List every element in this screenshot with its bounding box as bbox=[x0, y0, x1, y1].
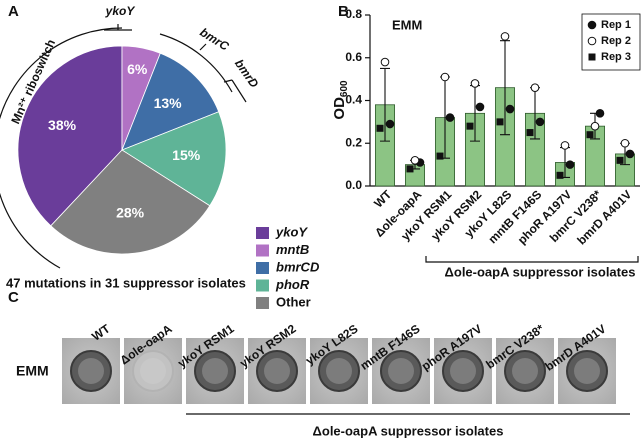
colony-center bbox=[264, 358, 290, 384]
annotation: ykoY bbox=[105, 4, 136, 18]
point bbox=[530, 83, 540, 92]
point bbox=[556, 171, 564, 179]
error-bar bbox=[380, 67, 390, 142]
point bbox=[470, 79, 480, 88]
bracket bbox=[425, 256, 639, 263]
y-axis-label-sub: 600 bbox=[339, 80, 350, 97]
pie-slice bbox=[121, 111, 227, 207]
annotation-arc bbox=[159, 33, 233, 93]
bracket-label: Δole-oapA suppressor isolates bbox=[445, 264, 636, 279]
row-label: EMM bbox=[16, 363, 49, 379]
point bbox=[535, 117, 545, 127]
colony-center bbox=[388, 358, 414, 384]
point bbox=[505, 104, 515, 114]
slice-label: 28% bbox=[116, 205, 145, 221]
legend-label: ykoY bbox=[275, 224, 308, 239]
point bbox=[625, 149, 635, 159]
colony-center bbox=[574, 358, 600, 384]
legend-swatch bbox=[256, 244, 269, 257]
legend-label: Other bbox=[276, 294, 311, 309]
y-tick-label: 0.2 bbox=[345, 135, 362, 149]
y-tick-label: 0.8 bbox=[345, 7, 362, 21]
point bbox=[616, 156, 624, 164]
legend-label: Rep 1 bbox=[601, 19, 631, 31]
point bbox=[586, 131, 594, 139]
point bbox=[445, 113, 455, 122]
colony-center bbox=[140, 358, 166, 384]
panel-label: B bbox=[338, 3, 349, 20]
y-axis-label: OD600 bbox=[331, 80, 350, 120]
legend-marker bbox=[588, 53, 596, 61]
panel-label: A bbox=[8, 3, 19, 20]
point bbox=[376, 124, 384, 132]
pie-slice bbox=[121, 52, 220, 151]
legend-label: bmrCD bbox=[276, 259, 320, 274]
legend-swatch bbox=[256, 227, 269, 239]
slice-label: 38% bbox=[48, 117, 77, 133]
legend-swatch bbox=[256, 262, 269, 274]
point bbox=[385, 119, 395, 129]
pie-slice bbox=[17, 45, 123, 227]
point bbox=[475, 102, 485, 112]
point bbox=[526, 129, 534, 137]
y-tick-label: 0.4 bbox=[345, 93, 362, 107]
point bbox=[436, 152, 444, 160]
x-tick-label: WT bbox=[371, 187, 395, 211]
bracket-label: Δole-oapA suppressor isolates bbox=[313, 423, 504, 438]
colony-center bbox=[450, 358, 476, 384]
legend-label: mntB bbox=[276, 242, 309, 257]
legend-label: phoR bbox=[275, 277, 310, 292]
legend-marker bbox=[587, 36, 597, 46]
point bbox=[590, 121, 600, 131]
panel-label: C bbox=[8, 289, 19, 306]
point bbox=[440, 72, 450, 82]
legend-swatch bbox=[256, 297, 269, 309]
annotation-tick bbox=[199, 43, 247, 103]
legend-swatch bbox=[256, 279, 269, 292]
legend-marker bbox=[587, 20, 597, 30]
legend-label: Rep 2 bbox=[601, 35, 631, 47]
point bbox=[500, 32, 510, 41]
legend-label: Rep 3 bbox=[601, 51, 631, 63]
annotation: bmrC bbox=[197, 25, 231, 54]
pie-slice bbox=[50, 149, 211, 255]
slice-label: 6% bbox=[127, 61, 148, 77]
point bbox=[380, 57, 390, 67]
annotation-arc bbox=[0, 27, 123, 269]
annotation-tick bbox=[104, 24, 132, 31]
y-tick-label: 0.0 bbox=[345, 178, 362, 192]
point bbox=[496, 118, 504, 126]
point bbox=[410, 156, 420, 165]
point bbox=[466, 122, 474, 130]
point bbox=[595, 109, 605, 118]
colony-center bbox=[202, 358, 228, 384]
slice-label: 13% bbox=[154, 95, 183, 111]
point bbox=[620, 138, 630, 148]
y-tick-label: 0.6 bbox=[345, 50, 362, 64]
inset-label: EMM bbox=[392, 17, 422, 32]
y-axis-label-main: OD bbox=[331, 97, 348, 120]
point bbox=[560, 141, 570, 150]
point bbox=[565, 160, 575, 169]
annotation: bmrD bbox=[232, 57, 262, 91]
colony-center bbox=[326, 358, 352, 384]
caption: 47 mutations in 31 suppressor isolates bbox=[6, 275, 246, 290]
point bbox=[406, 165, 414, 173]
colony-center bbox=[78, 358, 104, 384]
colony-center bbox=[512, 358, 538, 384]
slice-label: 15% bbox=[172, 147, 201, 163]
